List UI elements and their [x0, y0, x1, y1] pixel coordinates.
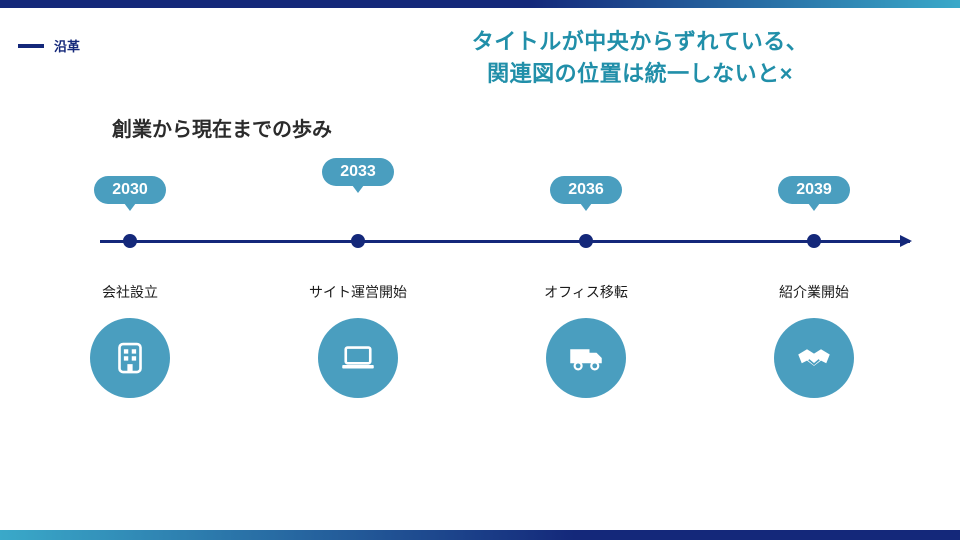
timeline-dot [351, 234, 365, 248]
top-gradient-bar [0, 0, 960, 8]
laptop-icon [318, 318, 398, 398]
bottom-gradient-bar [0, 530, 960, 540]
timeline-milestone: 2033サイト運営開始 [288, 158, 428, 186]
building-icon [90, 318, 170, 398]
timeline-dot [123, 234, 137, 248]
title-note-line2: 関連図の位置は統一しないと× [487, 61, 793, 86]
handshake-icon [774, 318, 854, 398]
milestone-desc: サイト運営開始 [288, 282, 428, 302]
title-note: タイトルが中央からずれている、 関連図の位置は統一しないと× [0, 26, 960, 90]
milestone-desc: 紹介業開始 [744, 282, 884, 302]
milestone-desc: オフィス移転 [516, 282, 656, 302]
timeline: 2030会社設立2033サイト運営開始2036オフィス移転2039紹介業開始 [70, 158, 910, 458]
subtitle: 創業から現在までの歩み [112, 113, 332, 142]
timeline-axis [100, 240, 910, 243]
timeline-milestone: 2036オフィス移転 [516, 158, 656, 204]
milestone-desc: 会社設立 [60, 282, 200, 302]
truck-icon [546, 318, 626, 398]
year-bubble: 2030 [94, 176, 166, 204]
year-bubble: 2033 [322, 158, 394, 186]
year-bubble: 2039 [778, 176, 850, 204]
timeline-milestone: 2030会社設立 [60, 158, 200, 204]
year-bubble: 2036 [550, 176, 622, 204]
title-note-line1: タイトルが中央からずれている、 [472, 29, 808, 54]
timeline-milestone: 2039紹介業開始 [744, 158, 884, 204]
timeline-dot [807, 234, 821, 248]
timeline-dot [579, 234, 593, 248]
